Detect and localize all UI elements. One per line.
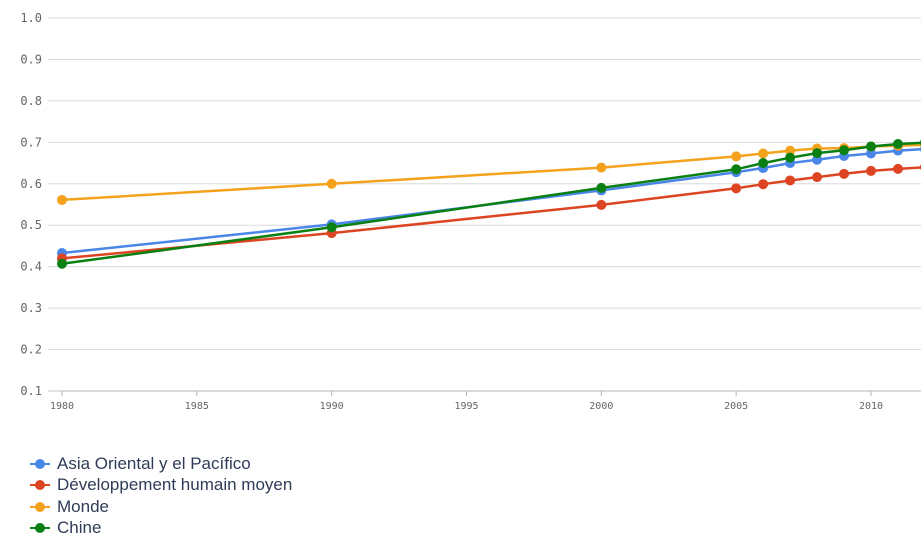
legend-dot-orange (35, 502, 45, 512)
data-point (731, 164, 741, 174)
data-point (596, 200, 606, 210)
y-tick-label: 0.2 (20, 343, 42, 357)
data-point (893, 164, 903, 174)
x-axis (62, 391, 921, 396)
data-point (893, 139, 903, 149)
y-tick-label: 1.0 (20, 11, 42, 25)
legend-marker-icon (30, 523, 50, 533)
data-point (785, 153, 795, 163)
data-point (596, 163, 606, 173)
legend-item-chine[interactable]: Chine (30, 518, 292, 539)
data-point (57, 195, 67, 205)
legend-item-asia-oriental[interactable]: Asia Oriental y el Pacífico (30, 453, 292, 475)
legend-dot-red (35, 480, 45, 490)
y-tick-label: 0.4 (20, 260, 42, 274)
series-2 (57, 140, 921, 205)
x-tick-label: 2000 (589, 401, 613, 412)
y-tick-label: 0.7 (20, 135, 42, 149)
data-point (758, 158, 768, 168)
x-tick-label: 2005 (724, 401, 748, 412)
x-tick-label: 1985 (185, 401, 209, 412)
legend-marker-icon (30, 502, 50, 512)
data-point (785, 175, 795, 185)
data-point (327, 179, 337, 189)
y-tick-label: 0.8 (20, 94, 42, 108)
data-point (731, 183, 741, 193)
y-tick-label: 0.6 (20, 177, 42, 191)
legend-label: Asia Oriental y el Pacífico (57, 454, 251, 474)
data-point (812, 148, 822, 158)
y-tick-label: 0.3 (20, 301, 42, 315)
series-layer (57, 138, 921, 269)
legend-label: Développement humain moyen (57, 475, 292, 495)
y-tick-label: 0.1 (20, 384, 42, 398)
x-tick-label: 1990 (320, 401, 344, 412)
data-point (596, 183, 606, 193)
data-point (839, 145, 849, 155)
data-point (758, 179, 768, 189)
x-tick-label: 1980 (50, 401, 74, 412)
series-1 (57, 162, 921, 263)
legend-label: Chine (57, 518, 101, 538)
legend-item-developpement-humain-moyen[interactable]: Développement humain moyen (30, 475, 292, 497)
data-point (812, 172, 822, 182)
x-tick-label: 1995 (454, 401, 478, 412)
data-point (57, 259, 67, 269)
data-point (866, 166, 876, 176)
x-tick-label: 2010 (859, 401, 883, 412)
x-axis-tick-labels: 1980 1985 1990 1995 2000 2005 2010 (50, 401, 883, 412)
data-point (758, 149, 768, 159)
series-3 (57, 138, 921, 269)
y-axis-tick-labels: 1.0 0.9 0.8 0.7 0.6 0.5 0.4 0.3 0.2 0.1 (20, 11, 42, 398)
legend-marker-icon (30, 459, 50, 469)
data-point (866, 141, 876, 151)
legend: Asia Oriental y el Pacífico Développemen… (30, 453, 292, 539)
legend-label: Monde (57, 497, 109, 517)
data-point (327, 222, 337, 232)
legend-dot-blue (35, 459, 45, 469)
data-point (731, 151, 741, 161)
y-tick-label: 0.5 (20, 218, 42, 232)
data-point (839, 169, 849, 179)
legend-item-monde[interactable]: Monde (30, 496, 292, 518)
legend-dot-green (35, 523, 45, 533)
y-tick-label: 0.9 (20, 52, 42, 66)
legend-marker-icon (30, 480, 50, 490)
